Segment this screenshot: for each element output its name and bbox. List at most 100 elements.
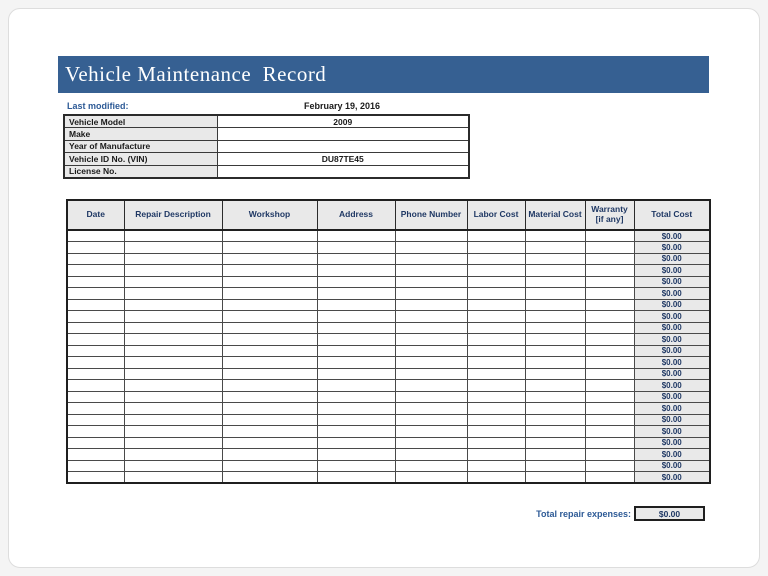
entry-cell[interactable] <box>466 344 526 357</box>
entry-cell[interactable] <box>466 287 526 300</box>
entry-cell[interactable] <box>524 287 586 300</box>
entry-cell[interactable] <box>123 436 223 449</box>
entry-cell[interactable] <box>394 321 468 334</box>
entry-cell[interactable] <box>584 264 635 277</box>
entry-cell[interactable] <box>221 298 318 311</box>
entry-cell[interactable] <box>316 298 396 311</box>
entry-cell[interactable] <box>394 287 468 300</box>
entry-cell[interactable] <box>66 287 125 300</box>
entry-cell[interactable] <box>221 390 318 403</box>
entry-cell[interactable] <box>66 344 125 357</box>
entry-cell[interactable] <box>316 379 396 392</box>
entry-cell[interactable] <box>123 367 223 380</box>
entry-cell[interactable] <box>466 379 526 392</box>
entry-cell[interactable] <box>66 298 125 311</box>
entry-cell[interactable] <box>221 471 318 484</box>
entry-cell[interactable] <box>66 379 125 392</box>
entry-cell[interactable] <box>316 310 396 323</box>
entry-cell[interactable] <box>316 390 396 403</box>
entry-cell[interactable] <box>584 390 635 403</box>
entry-cell[interactable] <box>584 413 635 426</box>
entry-cell[interactable] <box>584 402 635 415</box>
entry-cell[interactable] <box>394 367 468 380</box>
entry-cell[interactable] <box>221 379 318 392</box>
entry-cell[interactable] <box>66 471 125 484</box>
entry-cell[interactable] <box>66 264 125 277</box>
entry-cell[interactable] <box>221 459 318 472</box>
entry-cell[interactable] <box>466 367 526 380</box>
entry-cell[interactable] <box>221 264 318 277</box>
entry-cell[interactable] <box>524 275 586 288</box>
entry-cell[interactable] <box>66 459 125 472</box>
entry-cell[interactable] <box>394 298 468 311</box>
entry-cell[interactable] <box>466 275 526 288</box>
info-value-cell[interactable] <box>216 139 470 153</box>
entry-cell[interactable] <box>584 252 635 265</box>
entry-cell[interactable] <box>316 425 396 438</box>
entry-cell[interactable] <box>394 379 468 392</box>
entry-cell[interactable] <box>524 425 586 438</box>
entry-cell[interactable] <box>221 402 318 415</box>
entry-cell[interactable] <box>221 448 318 461</box>
entry-cell[interactable] <box>123 252 223 265</box>
entry-cell[interactable] <box>123 264 223 277</box>
entry-cell[interactable] <box>316 448 396 461</box>
entry-cell[interactable] <box>66 436 125 449</box>
entry-cell[interactable] <box>123 333 223 346</box>
entry-cell[interactable] <box>584 333 635 346</box>
entry-cell[interactable] <box>466 448 526 461</box>
entry-cell[interactable] <box>316 344 396 357</box>
entry-cell[interactable] <box>221 287 318 300</box>
entry-cell[interactable] <box>524 356 586 369</box>
entry-cell[interactable] <box>524 333 586 346</box>
entry-cell[interactable] <box>66 275 125 288</box>
entry-cell[interactable] <box>394 252 468 265</box>
entry-cell[interactable] <box>221 229 318 242</box>
entry-cell[interactable] <box>66 390 125 403</box>
entry-cell[interactable] <box>466 252 526 265</box>
entry-cell[interactable] <box>394 459 468 472</box>
entry-cell[interactable] <box>584 471 635 484</box>
entry-cell[interactable] <box>524 459 586 472</box>
entry-cell[interactable] <box>316 275 396 288</box>
entry-cell[interactable] <box>584 241 635 254</box>
entry-cell[interactable] <box>394 471 468 484</box>
entry-cell[interactable] <box>466 390 526 403</box>
entry-cell[interactable] <box>394 229 468 242</box>
entry-cell[interactable] <box>123 425 223 438</box>
entry-cell[interactable] <box>66 367 125 380</box>
entry-cell[interactable] <box>221 252 318 265</box>
entry-cell[interactable] <box>316 333 396 346</box>
entry-cell[interactable] <box>584 310 635 323</box>
entry-cell[interactable] <box>524 448 586 461</box>
entry-cell[interactable] <box>221 425 318 438</box>
entry-cell[interactable] <box>466 413 526 426</box>
entry-cell[interactable] <box>466 333 526 346</box>
entry-cell[interactable] <box>316 287 396 300</box>
entry-cell[interactable] <box>66 310 125 323</box>
entry-cell[interactable] <box>584 448 635 461</box>
entry-cell[interactable] <box>123 310 223 323</box>
entry-cell[interactable] <box>466 425 526 438</box>
entry-cell[interactable] <box>466 310 526 323</box>
entry-cell[interactable] <box>584 356 635 369</box>
entry-cell[interactable] <box>123 321 223 334</box>
entry-cell[interactable] <box>466 356 526 369</box>
entry-cell[interactable] <box>524 402 586 415</box>
entry-cell[interactable] <box>66 448 125 461</box>
entry-cell[interactable] <box>123 298 223 311</box>
entry-cell[interactable] <box>316 367 396 380</box>
entry-cell[interactable] <box>466 402 526 415</box>
entry-cell[interactable] <box>316 356 396 369</box>
entry-cell[interactable] <box>524 321 586 334</box>
entry-cell[interactable] <box>584 367 635 380</box>
entry-cell[interactable] <box>123 229 223 242</box>
entry-cell[interactable] <box>394 436 468 449</box>
entry-cell[interactable] <box>316 321 396 334</box>
entry-cell[interactable] <box>66 356 125 369</box>
entry-cell[interactable] <box>221 275 318 288</box>
entry-cell[interactable] <box>466 471 526 484</box>
entry-cell[interactable] <box>316 413 396 426</box>
entry-cell[interactable] <box>524 367 586 380</box>
entry-cell[interactable] <box>524 436 586 449</box>
